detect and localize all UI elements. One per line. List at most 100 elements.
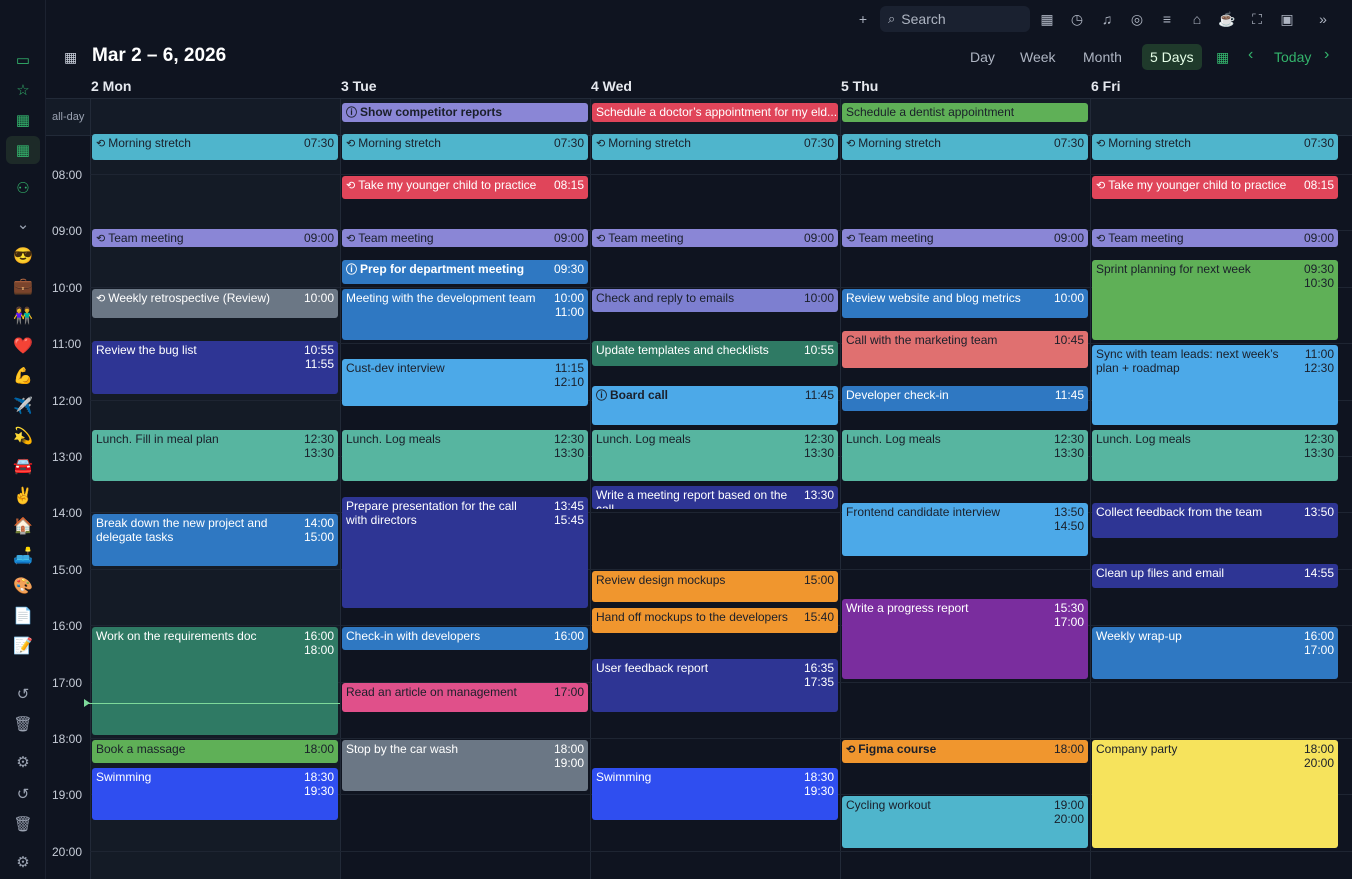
calendar-event[interactable]: User feedback report 16:35 17:35 [592, 659, 838, 713]
calendar-event[interactable]: Developer check-in 11:45 [842, 386, 1088, 411]
gear-icon[interactable]: ⚙ [16, 754, 30, 771]
star-icon[interactable]: ☆ [16, 82, 30, 99]
calendar-event[interactable]: Collect feedback from the team 13:50 [1092, 502, 1338, 538]
day-header[interactable]: 5 Thu [841, 78, 879, 94]
sidebar-list-item[interactable]: 💫 [13, 428, 33, 445]
calendar-icon[interactable]: ▦ [1040, 10, 1054, 27]
calendar-event[interactable]: Break down the new project and delegate … [92, 514, 338, 566]
calendar-event[interactable]: Clean up files and email 14:55 [1092, 563, 1338, 589]
calendar-event[interactable]: Frontend candidate interview 13:50 14:50 [842, 502, 1088, 557]
chevron-down-icon[interactable]: ⌄ [16, 216, 30, 233]
all-day-event[interactable]: Schedule a dentist appointment [842, 103, 1088, 122]
calendar-event[interactable]: Write a progress report 15:30 17:00 [842, 598, 1088, 679]
sidebar-list-item[interactable]: 📄 [13, 608, 33, 625]
calendar-event[interactable]: Meeting with the development team 10:00 11… [342, 288, 588, 341]
add-calendar-icon[interactable]: ▣ [1280, 10, 1294, 27]
calendar-event[interactable]: Lunch. Log meals 12:30 13:30 [1092, 429, 1338, 482]
sidebar-list-item[interactable]: 🏠 [13, 518, 33, 535]
calendar-event[interactable]: Cust-dev interview 11:15 12:10 [342, 359, 588, 407]
calendar-event[interactable]: ⟲ Morning stretch 07:30 [842, 133, 1088, 160]
calendar-event[interactable]: ⟲ Weekly retrospective (Review) 10:00 [92, 288, 338, 318]
calendar-event[interactable]: Stop by the car wash 18:00 19:00 [342, 739, 588, 792]
bell-icon[interactable]: ♫ [1101, 11, 1113, 27]
history-icon[interactable]: ↺ [16, 686, 30, 703]
history-icon[interactable]: ↺ [16, 786, 30, 803]
sidebar-list-item[interactable]: 📝 [13, 638, 33, 655]
calendar-event[interactable]: Check and reply to emails 10:00 [592, 288, 838, 312]
focus-icon[interactable]: ◎ [1130, 10, 1144, 27]
day-header[interactable]: 6 Fri [1091, 78, 1121, 94]
calendar-event[interactable]: Lunch. Log meals 12:30 13:30 [342, 429, 588, 482]
calendar-event[interactable]: Lunch. Fill in meal plan 12:30 13:30 [92, 429, 338, 482]
today-button[interactable]: Today [1274, 49, 1312, 65]
calendar-event[interactable]: ⟲ Morning stretch 07:30 [1092, 133, 1338, 160]
calendar-event[interactable]: ⟲ Morning stretch 07:30 [342, 133, 588, 160]
calendar-event[interactable]: Update templates and checklists 10:55 [592, 341, 838, 366]
calendar-event[interactable]: Review design mockups 15:00 [592, 570, 838, 603]
search-input[interactable]: ⌕ Search [880, 6, 1030, 32]
calendar-event[interactable]: ⟲ Morning stretch 07:30 [592, 133, 838, 160]
trash-icon[interactable]: 🗑 [13, 816, 33, 833]
calendar-event[interactable]: Read an article on management 17:00 [342, 683, 588, 713]
day-header[interactable]: 2 Mon [91, 78, 132, 94]
all-day-event[interactable]: Schedule a doctor’s appointment for my e… [592, 103, 838, 122]
calendar-event[interactable]: ⟲ Figma course 18:00 [842, 739, 1088, 764]
sidebar-list-item[interactable]: ❤️ [13, 338, 33, 355]
calendar-event[interactable]: Call with the marketing team 10:45 [842, 330, 1088, 369]
sidebar-list-item[interactable]: 🛋️ [13, 548, 33, 565]
next-arrow-icon[interactable]: › [1324, 46, 1330, 63]
add-icon[interactable]: + [858, 11, 868, 27]
cup-icon[interactable]: ☕ [1218, 10, 1236, 27]
calendar-icon[interactable]: ▦ [6, 136, 40, 164]
gear-icon[interactable]: ⚙ [16, 854, 30, 871]
calendar-event[interactable]: Hand off mockups to the developers 15:40 [592, 608, 838, 634]
calendar-event[interactable]: ⟲ Team meeting 09:00 [92, 229, 338, 248]
calendar-event[interactable]: Weekly wrap-up 16:00 17:00 [1092, 627, 1338, 679]
calendar-event[interactable]: ⟲ Take my younger child to practice 08:15 [342, 175, 588, 200]
calendar-event[interactable]: ⓘ Prep for department meeting 09:30 [342, 260, 588, 284]
sidebar-list-item[interactable]: 🎨 [13, 578, 33, 595]
sidebar-list-item[interactable]: 😎 [13, 248, 33, 265]
calendar-event[interactable]: ⟲ Team meeting 09:00 [592, 229, 838, 248]
calendar-event[interactable]: ⟲ Team meeting 09:00 [342, 229, 588, 248]
screenshot-icon[interactable]: ⛶ [1252, 10, 1262, 27]
sidebar-list-item[interactable]: ✈️ [13, 398, 33, 415]
calendar-event[interactable]: Prepare presentation for the call with d… [342, 497, 588, 609]
expand-icon[interactable]: » [1319, 11, 1327, 27]
view-week-button[interactable]: Week [1020, 49, 1056, 65]
calendar-today-icon[interactable]: ▦ [15, 112, 31, 129]
inbox-icon[interactable]: ▭ [15, 52, 31, 69]
calendar-event[interactable]: Check-in with developers 16:00 [342, 627, 588, 651]
all-day-event[interactable]: ⓘ Show competitor reports [342, 103, 588, 122]
calendar-event[interactable]: Swimming 18:30 19:30 [92, 768, 338, 820]
prev-arrow-icon[interactable]: ‹ [1248, 46, 1254, 63]
calendar-event[interactable]: Book a massage 18:00 [92, 739, 338, 764]
calendar-event[interactable]: ⓘ Board call 11:45 [592, 386, 838, 425]
calendar-event[interactable]: Work on the requirements doc 16:00 18:00 [92, 627, 338, 735]
filter-icon[interactable]: ≡ [1162, 11, 1172, 27]
sidebar-list-item[interactable]: 🚘 [13, 458, 33, 475]
mini-calendar-icon[interactable]: ▦ [1216, 48, 1230, 65]
sidebar-list-item[interactable]: 💪 [13, 368, 33, 385]
calendar-event[interactable]: Cycling workout 19:00 20:00 [842, 796, 1088, 848]
sidebar-list-item[interactable]: 💼 [13, 278, 33, 295]
calendar-event[interactable]: ⟲ Morning stretch 07:30 [92, 133, 338, 160]
trash-icon[interactable]: 🗑 [13, 716, 33, 733]
view-day-button[interactable]: Day [970, 49, 995, 65]
view-month-button[interactable]: Month [1083, 49, 1122, 65]
day-header[interactable]: 4 Wed [591, 78, 632, 94]
calendar-event[interactable]: ⟲ Team meeting 09:00 [1092, 229, 1338, 248]
calendar-event[interactable]: Swimming 18:30 19:30 [592, 768, 838, 820]
calendar-event[interactable]: Lunch. Log meals 12:30 13:30 [592, 429, 838, 482]
sidebar-list-item[interactable]: 👫 [13, 308, 33, 325]
tag-icon[interactable]: ⌂ [1192, 11, 1202, 27]
calendar-event[interactable]: Sync with team leads: next week’s plan +… [1092, 345, 1338, 425]
contacts-icon[interactable]: ⚇ [16, 180, 30, 197]
calendar-event[interactable]: Sprint planning for next week 09:30 10:30 [1092, 260, 1338, 341]
day-header[interactable]: 3 Tue [341, 78, 377, 94]
calendar-event[interactable]: Company party 18:00 20:00 [1092, 739, 1338, 848]
calendar-event[interactable]: ⟲ Team meeting 09:00 [842, 229, 1088, 248]
sidebar-list-item[interactable]: ✌️ [13, 488, 33, 505]
calendar-event[interactable]: ⟲ Take my younger child to practice 08:15 [1092, 175, 1338, 200]
calendar-event[interactable]: Lunch. Log meals 12:30 13:30 [842, 429, 1088, 482]
